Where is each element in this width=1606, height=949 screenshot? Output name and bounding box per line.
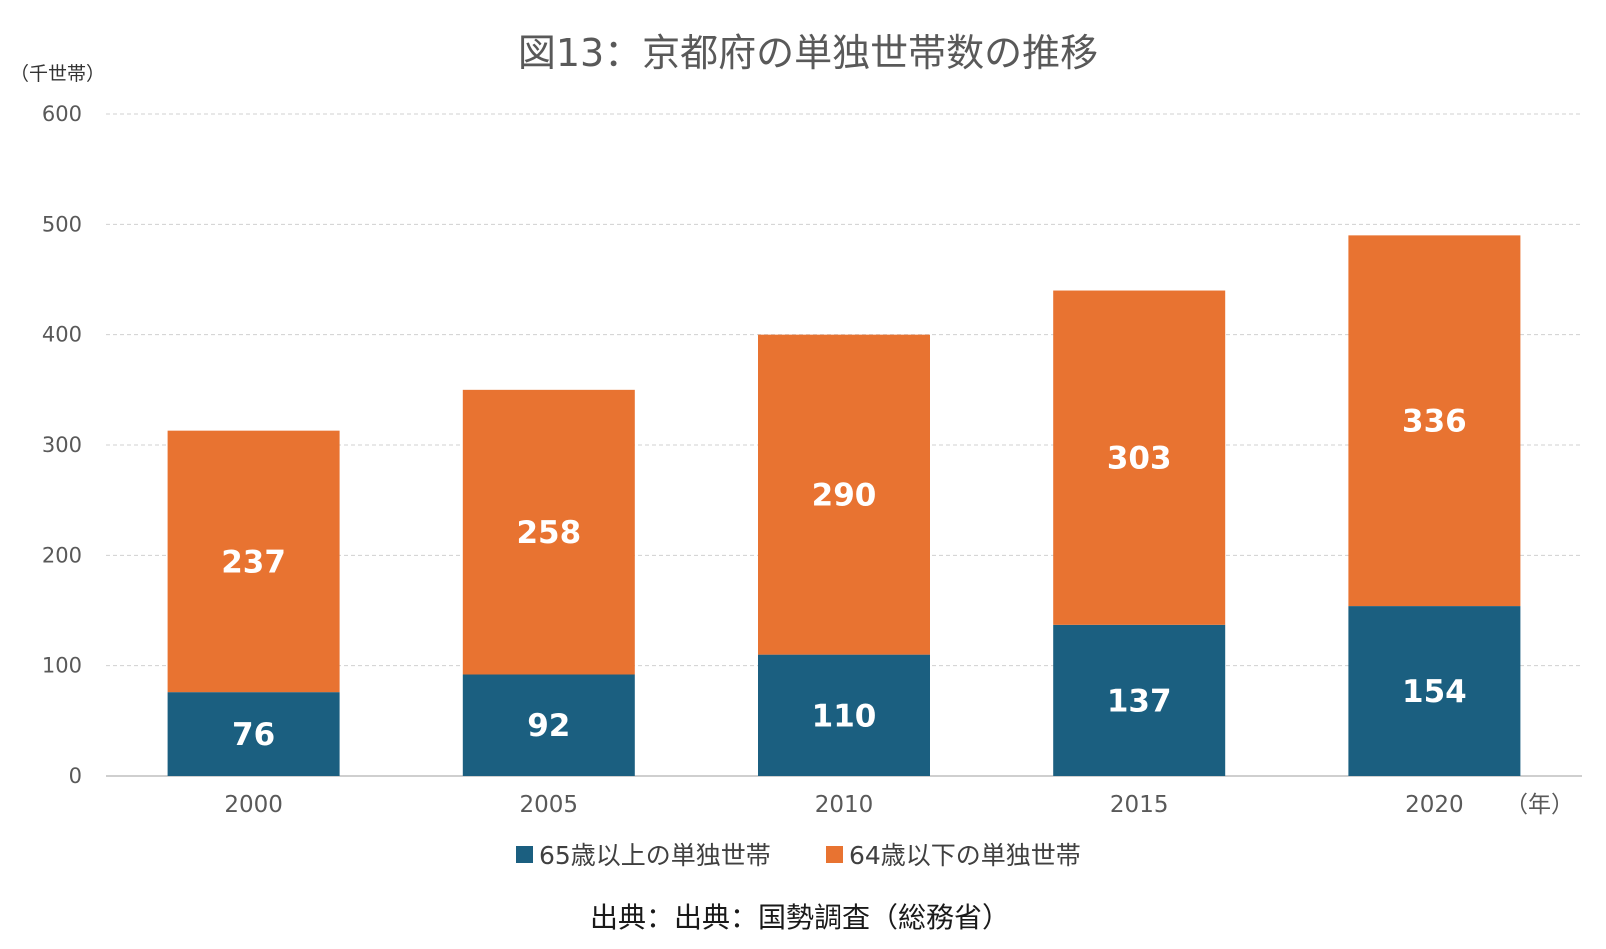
y-tick-label: 100: [42, 654, 82, 678]
chart-title: 図13：京都府の単独世帯数の推移: [518, 31, 1098, 75]
y-tick-label: 200: [42, 543, 82, 567]
bar-elderly-2015: [1053, 624, 1226, 776]
y-tick-label: 0: [69, 764, 82, 788]
bar-elderly-2005: [462, 674, 635, 776]
data-label: 76: [232, 717, 275, 753]
bars: 76 237 92 258 110 290 137 303 154 336: [167, 235, 1521, 776]
y-tick-label: 500: [42, 212, 82, 236]
x-tick-label: 2015: [1110, 792, 1169, 818]
bar-elderly-2010: [758, 654, 930, 776]
legend: 65歳以上の単独世帯 64歳以下の単独世帯: [516, 841, 1081, 870]
legend-swatch-2: [826, 846, 843, 863]
data-label: 237: [221, 544, 286, 580]
bar-younger-2015: [1053, 290, 1226, 625]
x-tick-label: 2000: [224, 792, 283, 818]
y-tick-label: 400: [42, 323, 82, 347]
data-label: 137: [1107, 683, 1172, 719]
legend-label-1: 65歳以上の単独世帯: [539, 841, 771, 870]
data-label: 336: [1402, 404, 1467, 440]
y-tick-label: 300: [42, 433, 82, 457]
x-tick-label: 2020: [1405, 792, 1464, 818]
y-axis-unit: （千世帯）: [10, 63, 105, 85]
y-tick-label: 600: [42, 102, 82, 126]
bar-younger-2010: [758, 334, 930, 655]
data-label: 290: [812, 478, 877, 514]
x-tick-label: 2010: [815, 792, 874, 818]
data-label: 92: [527, 708, 570, 744]
y-axis-ticks: 0 100 200 300 400 500 600: [42, 102, 82, 788]
bar-elderly-2020: [1348, 606, 1521, 776]
source-note: 出典：出典：国勢調査（総務省）: [590, 901, 1010, 934]
data-label: 110: [812, 698, 877, 734]
x-axis-ticks: 2000 2005 2010 2015 2020: [224, 792, 1463, 818]
legend-label-2: 64歳以下の単独世帯: [849, 841, 1081, 870]
data-label: 258: [516, 515, 581, 551]
x-tick-label: 2005: [520, 792, 579, 818]
bar-younger-2020: [1348, 235, 1521, 607]
bar-younger-2000: [167, 430, 340, 693]
bar-elderly-2000: [167, 692, 340, 776]
data-label: 154: [1402, 674, 1467, 710]
bar-younger-2005: [462, 389, 635, 675]
legend-swatch-1: [516, 846, 533, 863]
x-axis-unit: （年）: [1505, 792, 1574, 818]
data-label: 303: [1107, 441, 1172, 477]
